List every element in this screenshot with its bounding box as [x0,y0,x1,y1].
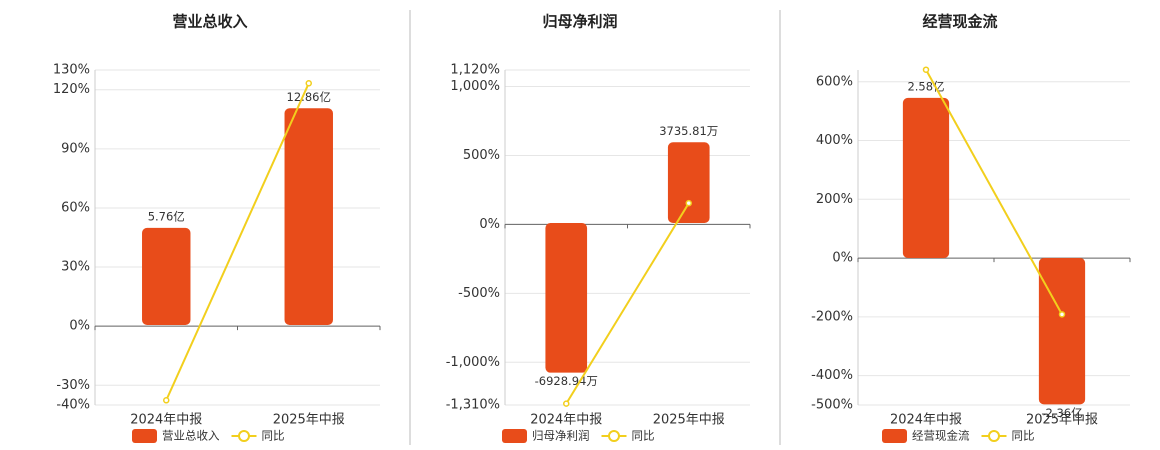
bar [284,108,333,325]
line [565,202,690,405]
point [163,397,170,404]
y-tick-label: 120% [53,82,90,97]
legend-swatch [238,430,250,442]
y-tick-label: 90% [61,141,90,156]
legend-label: 同比 [632,429,655,443]
value-label: 3735.81万 [659,124,718,138]
y-tick-label: -200% [811,309,853,324]
point [922,66,930,73]
y-tick-label: 0% [479,217,500,232]
value-label: 2.58亿 [907,79,944,93]
y-tick-label: 600% [816,74,853,89]
point [685,199,692,207]
value-label: 12.86亿 [287,90,331,104]
legend-swatch [132,429,157,443]
legend-label: 经营现金流 [912,429,970,443]
y-tick-label: -1,310% [446,398,500,413]
chart-title: 经营现金流 [922,13,997,31]
y-tick-label: 60% [61,200,90,215]
line [925,69,1063,315]
x-tick-label: 2024年中报 [130,413,202,428]
legend-label: 同比 [262,429,285,443]
bar [902,97,950,258]
x-tick-label: 2024年中报 [890,413,962,428]
y-tick-label: -30% [56,378,90,393]
legend-swatch [988,430,1000,442]
y-tick-label: 200% [816,192,853,207]
legend-label: 同比 [1012,429,1035,443]
y-tick-label: -500% [458,286,500,301]
y-tick-label: 1,000% [450,79,500,94]
value-label: 5.76亿 [148,209,185,223]
point [1058,311,1066,318]
y-tick-label: 500% [463,148,500,163]
line [165,82,310,401]
chart-title: 归母净利润 [542,13,617,31]
x-tick-label: 2025年中报 [653,413,725,428]
legend-swatch [882,429,907,443]
point [305,80,312,87]
x-tick-label: 2025年中报 [273,413,345,428]
point [563,400,570,407]
chart-title: 营业总收入 [172,13,247,31]
y-tick-label: 130% [53,63,90,78]
y-tick-label: -1,000% [446,355,500,370]
value-label: -6928.94万 [535,374,598,388]
bar [142,227,191,325]
y-tick-label: -400% [811,368,853,383]
y-tick-label: 1,120% [450,63,500,78]
y-tick-label: -500% [811,398,853,413]
value-label: -2.36亿 [1041,406,1082,420]
legend-label: 营业总收入 [162,429,220,443]
y-tick-label: 0% [69,319,90,334]
bar [1038,257,1086,405]
y-tick-label: 400% [816,133,853,148]
bar [667,142,710,223]
x-tick-label: 2024年中报 [530,413,602,428]
y-tick-label: 30% [61,260,90,275]
bar [545,222,588,373]
legend-swatch [608,430,620,442]
legend-swatch [502,429,527,443]
y-tick-label: 0% [832,251,853,266]
y-tick-label: -40% [56,398,90,413]
legend-label: 归母净利润 [532,429,590,443]
x-tick-label: 2025年中报 [1026,413,1098,428]
